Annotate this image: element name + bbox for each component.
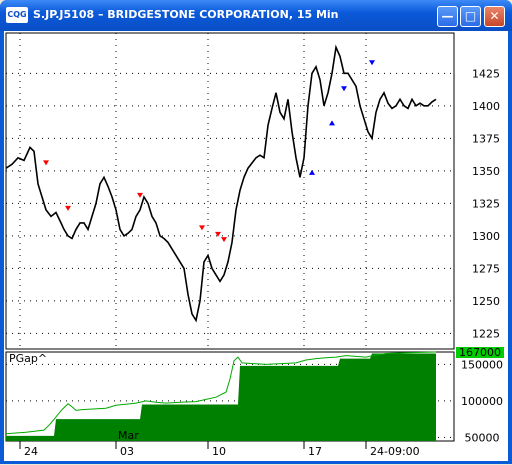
title-bar[interactable]: CQG S.JP.J5108 – BRIDGESTONE CORPORATION… — [0, 0, 512, 31]
last-value-label: 167000 — [459, 346, 501, 359]
maximize-icon: □ — [464, 9, 477, 23]
trade-marker — [199, 225, 205, 231]
study-tick-label: 50000 — [465, 431, 500, 444]
window-title: S.JP.J5108 – BRIDGESTONE CORPORATION, 15… — [33, 8, 339, 21]
price-line — [5, 44, 437, 323]
x-tick-label: 24-09:00 — [370, 445, 420, 458]
close-icon: ✕ — [489, 9, 500, 23]
price-tick-label: 1375 — [472, 132, 500, 145]
price-tick-label: 1300 — [472, 230, 500, 243]
maximize-button[interactable]: □ — [460, 6, 481, 27]
price-panel: 1225 1250 1275 1300 1325 1350 1375 1400 1425 — [5, 32, 500, 350]
trade-marker — [329, 120, 335, 126]
chart-svg[interactable]: 1225 1250 1275 1300 1325 1350 1375 1400 1425 500… — [4, 31, 508, 461]
x-tick-label: 17 — [308, 445, 322, 458]
study-tick-label: 100000 — [461, 395, 503, 408]
minimize-icon: — — [441, 9, 454, 23]
price-tick-label: 1400 — [472, 100, 500, 113]
study-title: PGap^ — [9, 352, 47, 365]
trade-marker — [215, 231, 221, 237]
price-tick-label: 1225 — [472, 327, 500, 340]
trade-marker — [341, 86, 347, 92]
close-button[interactable]: ✕ — [484, 6, 505, 27]
trade-marker — [221, 237, 227, 243]
minimize-button[interactable]: — — [437, 6, 458, 27]
app-icon: CQG — [6, 7, 28, 23]
last-value-box — [456, 347, 504, 358]
trade-marker — [65, 205, 71, 211]
x-tick-label: 24 — [24, 445, 38, 458]
x-tick-label: 03 — [120, 445, 134, 458]
x-axis: 24 03 10 17 24-09:00 Mar — [19, 429, 420, 458]
price-tick-label: 1325 — [472, 197, 500, 210]
study-area — [6, 353, 436, 441]
trade-marker — [369, 60, 375, 66]
month-label: Mar — [118, 429, 139, 442]
study-line — [5, 351, 437, 435]
study-tick-label: 150000 — [461, 358, 503, 371]
price-tick-label: 1425 — [472, 67, 500, 80]
trade-marker — [309, 169, 315, 175]
price-tick-label: 1250 — [472, 295, 500, 308]
study-panel: 50000 100000 150000 PGap^ 167000 — [5, 346, 504, 444]
price-tick-label: 1275 — [472, 262, 500, 275]
price-tick-label: 1350 — [472, 165, 500, 178]
trade-marker — [43, 160, 49, 166]
x-tick-label: 10 — [212, 445, 226, 458]
trade-marker — [137, 192, 143, 198]
price-frame — [5, 32, 455, 350]
chart-area[interactable]: 1225 1250 1275 1300 1325 1350 1375 1400 1425 500… — [4, 31, 508, 461]
